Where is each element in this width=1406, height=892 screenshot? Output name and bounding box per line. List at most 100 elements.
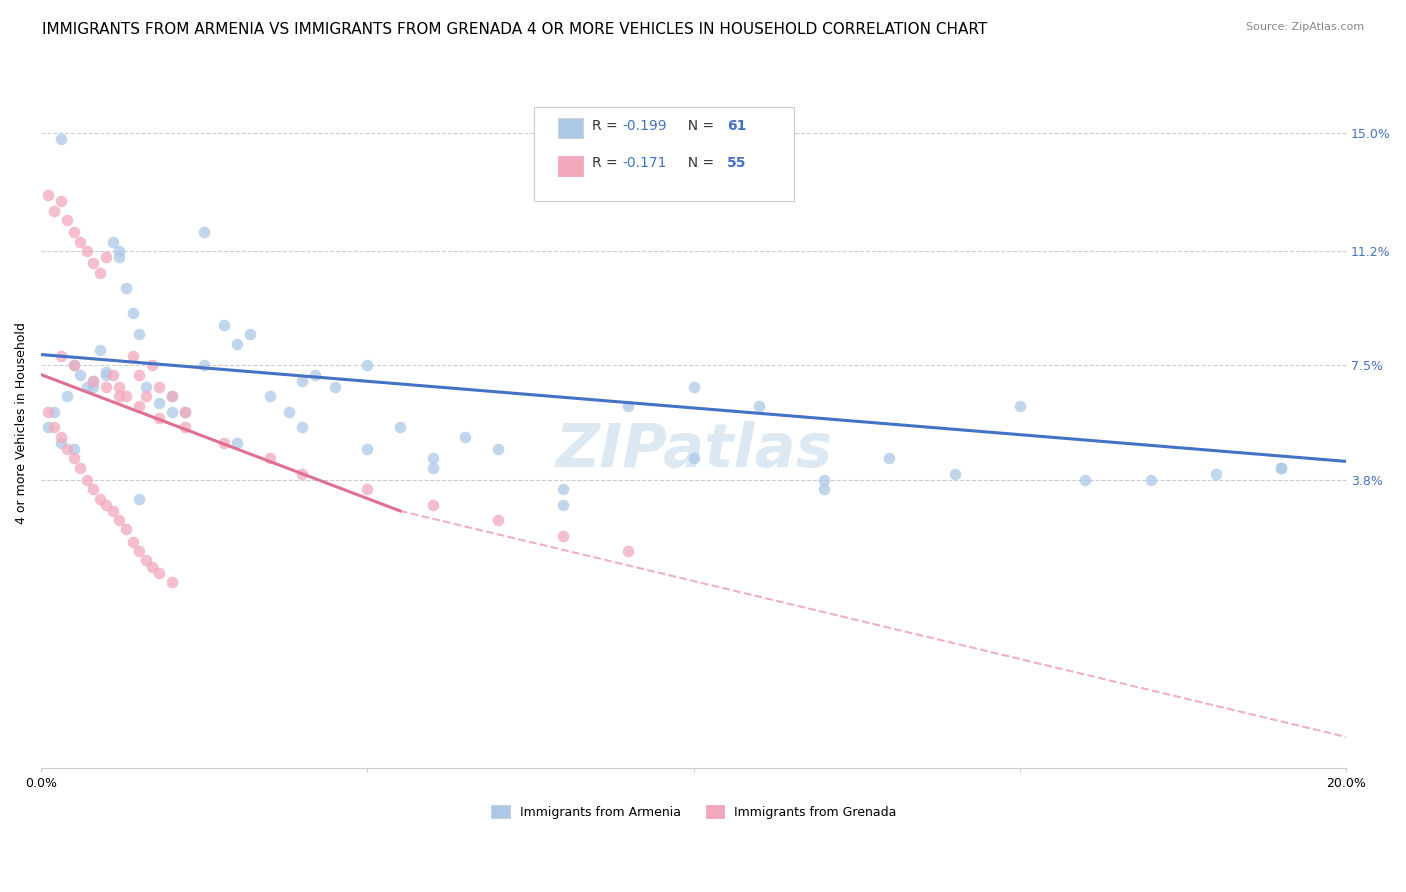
Point xyxy=(1008,399,1031,413)
Point xyxy=(101,368,124,382)
Point xyxy=(291,374,314,388)
Point xyxy=(63,359,86,373)
Point xyxy=(356,482,378,496)
Point xyxy=(135,553,157,567)
Point xyxy=(148,380,170,394)
Point xyxy=(682,451,704,466)
Point xyxy=(128,491,150,506)
Point xyxy=(160,389,183,403)
Point xyxy=(108,250,131,264)
Point xyxy=(37,405,59,419)
Point xyxy=(82,374,104,388)
Point xyxy=(135,389,157,403)
Point xyxy=(389,420,412,434)
Point xyxy=(173,405,195,419)
Point xyxy=(356,359,378,373)
Point xyxy=(291,420,314,434)
Point xyxy=(63,359,86,373)
Point xyxy=(193,359,215,373)
Point xyxy=(148,395,170,409)
Point xyxy=(76,244,98,258)
Point xyxy=(82,374,104,388)
Point xyxy=(89,266,111,280)
Point xyxy=(49,429,72,443)
Point xyxy=(96,365,118,379)
Point xyxy=(69,368,91,382)
Text: 61: 61 xyxy=(727,119,747,133)
Point xyxy=(226,435,249,450)
Point xyxy=(304,368,326,382)
Point xyxy=(49,349,72,363)
Point xyxy=(682,380,704,394)
Point xyxy=(76,380,98,394)
Point xyxy=(135,380,157,394)
Point xyxy=(454,429,477,443)
Point xyxy=(813,473,835,487)
Point xyxy=(49,194,72,209)
Point xyxy=(69,235,91,249)
Point xyxy=(617,399,640,413)
Point xyxy=(486,513,509,527)
Point xyxy=(101,235,124,249)
Text: R =: R = xyxy=(592,156,621,170)
Text: -0.171: -0.171 xyxy=(623,156,668,170)
Point xyxy=(69,460,91,475)
Point xyxy=(748,399,770,413)
Point xyxy=(96,368,118,382)
Point xyxy=(96,380,118,394)
Point xyxy=(82,482,104,496)
Point xyxy=(108,244,131,258)
Point xyxy=(422,498,444,512)
Point xyxy=(141,359,163,373)
Point xyxy=(617,544,640,558)
Point xyxy=(141,559,163,574)
Point xyxy=(1074,473,1097,487)
Point xyxy=(553,482,575,496)
Point xyxy=(553,498,575,512)
Point xyxy=(89,343,111,357)
Point xyxy=(193,225,215,239)
Point xyxy=(212,318,235,333)
Point xyxy=(49,132,72,146)
Point xyxy=(121,534,143,549)
Point xyxy=(128,399,150,413)
Point xyxy=(44,420,66,434)
Point xyxy=(813,482,835,496)
Point xyxy=(56,442,79,456)
Point xyxy=(115,523,138,537)
Point xyxy=(128,544,150,558)
Point xyxy=(173,405,195,419)
Point xyxy=(323,380,346,394)
Point xyxy=(49,435,72,450)
Point xyxy=(553,529,575,543)
Legend: Immigrants from Armenia, Immigrants from Grenada: Immigrants from Armenia, Immigrants from… xyxy=(486,800,901,824)
Point xyxy=(76,473,98,487)
Point xyxy=(128,368,150,382)
Text: Source: ZipAtlas.com: Source: ZipAtlas.com xyxy=(1246,22,1364,32)
Point xyxy=(160,405,183,419)
Point xyxy=(879,451,901,466)
Point xyxy=(239,327,262,342)
Point xyxy=(173,420,195,434)
Point xyxy=(108,380,131,394)
Point xyxy=(108,513,131,527)
Text: N =: N = xyxy=(679,156,718,170)
Y-axis label: 4 or more Vehicles in Household: 4 or more Vehicles in Household xyxy=(15,322,28,524)
Point xyxy=(212,435,235,450)
Point xyxy=(943,467,966,481)
Point xyxy=(96,498,118,512)
Point xyxy=(115,281,138,295)
Point xyxy=(128,327,150,342)
Point xyxy=(82,380,104,394)
Point xyxy=(259,389,281,403)
Text: 55: 55 xyxy=(727,156,747,170)
Point xyxy=(1139,473,1161,487)
Point xyxy=(108,389,131,403)
Point xyxy=(44,203,66,218)
Point xyxy=(115,389,138,403)
Point xyxy=(63,225,86,239)
Point xyxy=(259,451,281,466)
Text: ZIPatlas: ZIPatlas xyxy=(555,421,832,480)
Point xyxy=(1205,467,1227,481)
Point xyxy=(121,306,143,320)
